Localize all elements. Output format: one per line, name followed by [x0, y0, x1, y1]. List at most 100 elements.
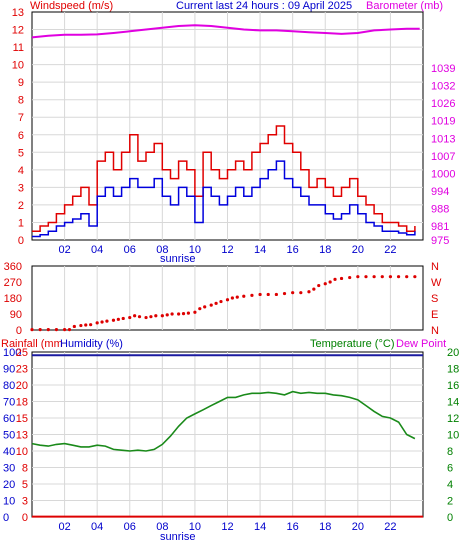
direction-point — [282, 291, 287, 296]
hour-tick-label-bottom: 12 — [221, 521, 233, 533]
temperature-tick-label: 12 — [447, 413, 459, 425]
direction-point — [266, 292, 270, 297]
direction-point — [111, 318, 116, 322]
hour-tick-label-top: 02 — [58, 244, 70, 256]
rainfall-tick-label: 15 — [16, 413, 28, 425]
direction-point — [413, 275, 417, 279]
direction-point — [144, 315, 148, 320]
temperature-tick-label: 14 — [447, 397, 459, 409]
series-layer — [30, 24, 423, 518]
humidity-axis-title: Humidity (%) — [60, 338, 123, 350]
direction-point — [380, 275, 384, 279]
barometer-tick-label: 1019 — [431, 116, 455, 128]
direction-point — [372, 275, 376, 279]
temperature-tick-label: 20 — [447, 347, 459, 359]
direction-point — [291, 291, 295, 295]
direction-point — [323, 282, 327, 286]
direction-point — [95, 321, 99, 325]
wind-tick-label: 2 — [18, 200, 24, 212]
temperature-line — [31, 390, 416, 452]
wind-tick-label: 0 — [18, 235, 24, 247]
direction-point — [181, 312, 186, 316]
direction-point — [133, 314, 137, 318]
direction-point — [46, 328, 50, 332]
direction-point — [160, 314, 164, 318]
direction-point — [149, 315, 153, 319]
temperature-tick-label: 6 — [447, 463, 453, 475]
hour-tick-label-bottom: 06 — [124, 521, 136, 533]
direction-point — [219, 299, 223, 304]
direction-point — [333, 277, 337, 281]
humidity-tick-label: 100 — [3, 347, 21, 359]
sunrise-label-bottom: sunrise — [160, 531, 195, 542]
direction-point — [165, 313, 169, 317]
temperature-tick-label: 2 — [447, 496, 453, 508]
humidity-tick-label: 70 — [3, 397, 15, 409]
rainfall-tick-label: 20 — [16, 380, 28, 392]
barometer-tick-label: 1032 — [431, 81, 455, 93]
hour-tick-label-top: 14 — [254, 244, 266, 256]
windspeed-line — [32, 160, 416, 238]
direction-tick-label: 270 — [4, 277, 22, 289]
compass-label: S — [431, 293, 438, 305]
direction-point — [299, 291, 303, 295]
temperature-tick-label: 18 — [447, 364, 459, 376]
direction-point — [62, 328, 67, 332]
direction-point — [54, 328, 59, 332]
wind-tick-label: 12 — [12, 25, 24, 37]
wind-tick-label: 6 — [18, 130, 24, 142]
direction-point — [274, 292, 278, 297]
hour-tick-label-bottom: 10 — [189, 521, 201, 533]
wind-tick-label: 8 — [18, 95, 24, 107]
humidity-tick-label: 20 — [3, 479, 15, 491]
rainfall-tick-label: 23 — [16, 364, 28, 376]
direction-tick-label: 180 — [4, 293, 22, 305]
hour-tick-label-bottom: 22 — [384, 521, 396, 533]
direction-point — [137, 315, 142, 319]
dewpoint-axis-title: Dew Point — [396, 338, 446, 350]
direction-tick-label: 360 — [4, 261, 22, 273]
direction-tick-label: 90 — [10, 309, 22, 321]
hour-tick-label-bottom: 08 — [156, 521, 168, 533]
direction-point — [242, 294, 246, 298]
direction-point — [364, 275, 368, 279]
hour-tick-label-top: 06 — [124, 244, 136, 256]
direction-point — [100, 320, 104, 324]
barometer-tick-label: 1039 — [431, 63, 455, 75]
direction-point — [250, 293, 254, 297]
direction-point — [84, 323, 88, 327]
compass-label: W — [431, 277, 442, 289]
rainfall-tick-label: 10 — [16, 446, 28, 458]
humidity-tick-label: 90 — [3, 364, 15, 376]
rainfall-axis-title: Rainfall (mm — [1, 338, 63, 350]
wind-tick-label: 5 — [18, 147, 24, 159]
direction-point — [356, 275, 360, 279]
humidity-tick-label: 30 — [3, 463, 15, 475]
wind-tick-label: 4 — [18, 165, 24, 177]
temperature-tick-label: 0 — [447, 512, 453, 524]
hour-tick-label-top: 04 — [91, 244, 103, 256]
wind-tick-label: 10 — [12, 60, 24, 72]
temperature-tick-label: 4 — [447, 479, 453, 491]
rainfall-tick-label: 3 — [22, 496, 28, 508]
rainfall-tick-label: 18 — [16, 397, 28, 409]
compass-label: E — [431, 309, 438, 321]
hour-tick-label-bottom: 14 — [254, 521, 266, 533]
direction-point — [67, 328, 72, 332]
direction-point — [89, 323, 93, 327]
windspeed-axis-title: Windspeed (m/s) — [30, 0, 113, 12]
direction-point — [405, 275, 409, 279]
direction-point — [317, 283, 321, 288]
hour-tick-label-bottom: 02 — [58, 521, 70, 533]
barometer-tick-label: 988 — [431, 203, 449, 215]
barometer-line — [31, 24, 420, 39]
direction-point — [198, 307, 202, 311]
hour-tick-label-top: 16 — [287, 244, 299, 256]
hour-tick-label-top: 08 — [156, 244, 168, 256]
humidity-tick-label: 10 — [3, 496, 15, 508]
hour-tick-label-bottom: 04 — [91, 521, 103, 533]
direction-point — [388, 275, 393, 279]
direction-point — [116, 317, 120, 321]
sunrise-label-top: sunrise — [160, 253, 195, 265]
wind-tick-label: 7 — [18, 112, 24, 124]
